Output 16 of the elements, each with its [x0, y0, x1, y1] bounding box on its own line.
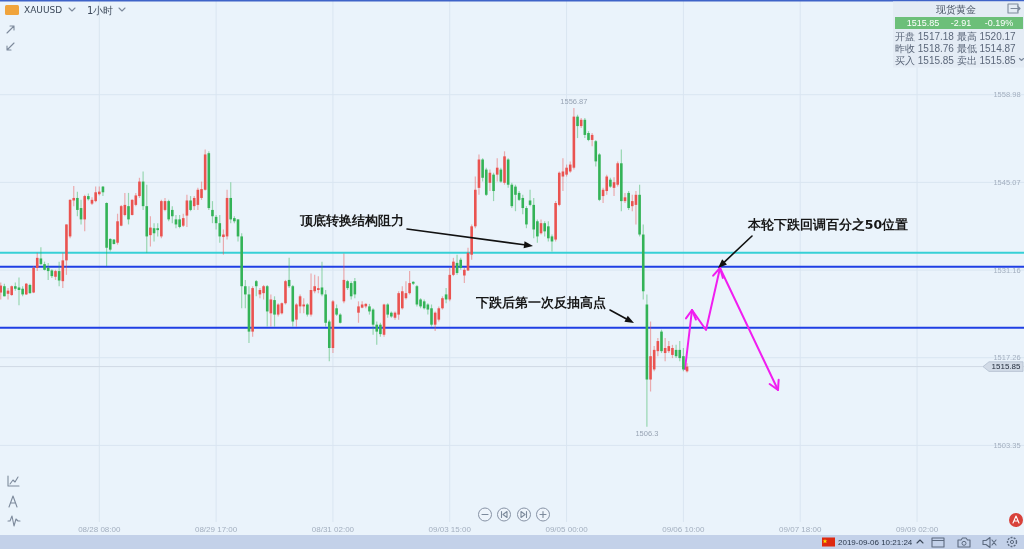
annotation: 顶底转换结构阻力 — [300, 212, 404, 228]
annotation: 下跌后第一次反抽高点 — [476, 294, 606, 310]
annotation: 本轮下跌回调百分之50位置 — [747, 216, 909, 232]
annotation: 开盘 1517.18 最高 1520.17 — [895, 30, 1016, 42]
annotation: 昨收 1518.76 最低 1514.87 — [895, 42, 1016, 54]
annotation: -2.91 — [950, 18, 972, 28]
annotation: XAUUSD — [24, 5, 63, 15]
annotation: 1小时 — [87, 4, 114, 16]
annotation: 买入 1515.85 卖出 1515.85 — [895, 54, 1016, 66]
annotation: 2019-09-06 10:21:24 — [838, 537, 913, 547]
x-tick-label: 09/03 15:00 — [428, 524, 471, 534]
annotation: 1515.85 — [906, 18, 940, 28]
annotation: 现货黄金 — [936, 4, 976, 15]
x-tick-label: 08/31 02:00 — [311, 524, 355, 534]
price-tag-label: 1515.85 — [991, 362, 1021, 372]
annotation: -0.19% — [984, 18, 1014, 28]
